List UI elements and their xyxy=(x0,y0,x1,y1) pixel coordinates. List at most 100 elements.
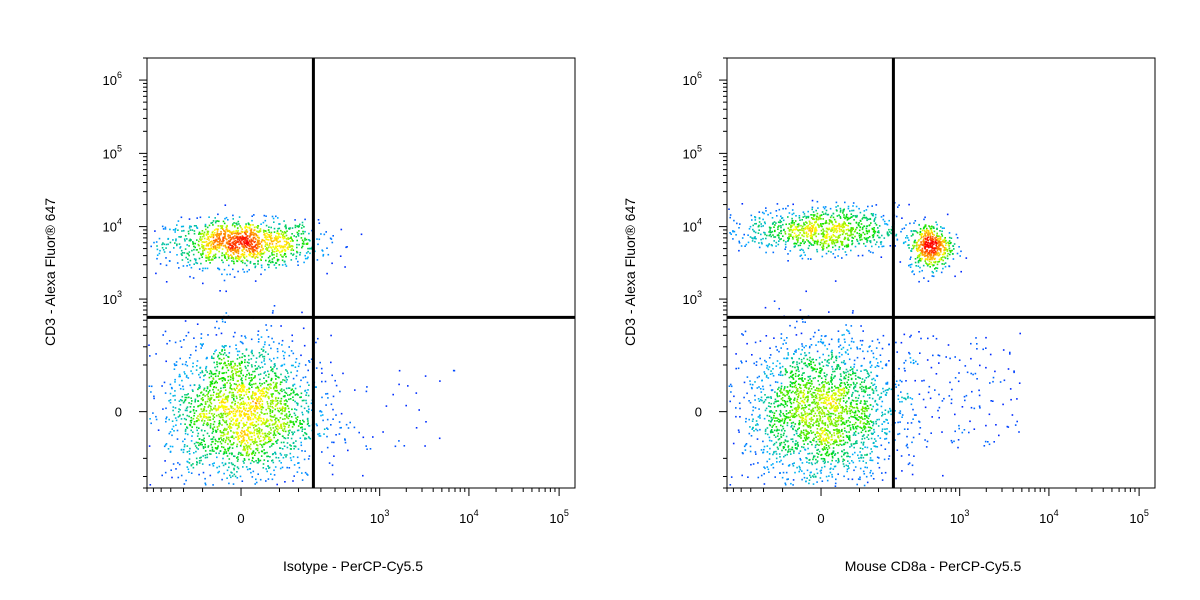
event-dot xyxy=(245,407,248,410)
event-dot xyxy=(225,371,228,374)
event-dot xyxy=(253,409,255,412)
event-dot xyxy=(772,375,775,377)
event-dot xyxy=(229,474,231,477)
event-dot xyxy=(811,369,814,372)
event-dot xyxy=(276,253,278,255)
event-dot xyxy=(860,325,862,327)
event-dot xyxy=(294,366,297,368)
event-dot xyxy=(260,273,262,276)
event-dot xyxy=(281,344,283,346)
event-dot xyxy=(811,475,814,477)
event-dot xyxy=(248,453,250,456)
event-dot xyxy=(808,452,811,455)
event-dot xyxy=(924,406,927,409)
event-dot xyxy=(252,450,255,452)
event-dot xyxy=(845,351,847,354)
event-dot xyxy=(216,456,218,459)
event-dot xyxy=(344,439,346,441)
event-dot xyxy=(244,335,246,338)
event-dot xyxy=(275,385,278,388)
event-dot xyxy=(210,382,213,384)
event-dot xyxy=(206,432,209,435)
event-dot xyxy=(189,406,192,408)
event-dot xyxy=(250,242,253,245)
event-dot xyxy=(859,447,862,449)
event-dot xyxy=(265,324,267,326)
event-dot xyxy=(776,215,778,217)
event-dot xyxy=(773,337,775,339)
x-tick-label: 105 xyxy=(549,508,568,526)
event-dot xyxy=(950,237,953,239)
event-dot xyxy=(901,416,903,418)
event-dot xyxy=(290,392,292,395)
event-dot xyxy=(176,224,178,226)
event-dot xyxy=(222,228,224,230)
event-dot xyxy=(774,391,776,393)
event-dot xyxy=(874,366,877,368)
event-dot xyxy=(210,247,213,249)
event-dot xyxy=(735,234,737,236)
event-dot xyxy=(268,433,270,436)
event-dot xyxy=(258,253,261,256)
event-dot xyxy=(199,343,202,345)
event-dot xyxy=(172,406,175,408)
event-dot xyxy=(238,356,241,359)
event-dot xyxy=(798,357,800,360)
event-dot xyxy=(175,468,177,470)
event-dot xyxy=(780,370,782,373)
event-dot xyxy=(784,440,787,442)
event-dot xyxy=(188,245,190,247)
event-dot xyxy=(203,440,205,442)
event-dot xyxy=(268,466,271,469)
event-dot xyxy=(237,458,239,461)
event-dot xyxy=(263,437,266,439)
event-dot xyxy=(249,251,251,253)
event-dot xyxy=(206,231,209,234)
event-dot xyxy=(284,391,286,394)
event-dot xyxy=(799,459,802,461)
event-dot xyxy=(320,411,323,413)
event-dot xyxy=(837,255,839,257)
event-dot xyxy=(233,414,235,417)
event-dot xyxy=(907,463,910,466)
event-dot xyxy=(223,398,226,401)
event-dot xyxy=(202,245,205,247)
event-dot xyxy=(164,228,167,230)
event-dot xyxy=(199,385,201,388)
event-dot xyxy=(904,241,907,243)
event-dot xyxy=(301,245,304,248)
event-dot xyxy=(185,418,187,421)
event-dot xyxy=(256,230,258,233)
event-dot xyxy=(909,397,912,399)
event-dot xyxy=(333,455,335,457)
event-dot xyxy=(231,369,234,372)
event-dot xyxy=(201,410,204,413)
event-dot xyxy=(800,254,803,257)
event-dot xyxy=(257,457,260,460)
event-dot xyxy=(306,410,308,412)
event-dot xyxy=(241,384,243,387)
event-dot xyxy=(253,263,255,265)
event-dot xyxy=(301,479,304,481)
event-dot xyxy=(193,225,196,227)
event-dot xyxy=(185,479,187,482)
event-dot xyxy=(741,452,744,454)
event-dot xyxy=(179,357,181,360)
event-dot xyxy=(831,349,833,352)
event-dot xyxy=(768,410,771,413)
event-dot xyxy=(766,460,768,463)
event-dot xyxy=(787,205,789,207)
event-dot xyxy=(319,361,321,364)
event-dot xyxy=(217,213,219,216)
event-dot xyxy=(876,338,879,341)
event-dot xyxy=(185,256,187,259)
event-dot xyxy=(908,454,910,456)
event-dot xyxy=(866,466,868,469)
event-dot xyxy=(926,264,929,267)
event-dot xyxy=(777,448,779,450)
event-dot xyxy=(918,224,920,226)
event-dot xyxy=(775,241,778,244)
event-dot xyxy=(202,394,204,396)
event-dot xyxy=(261,256,263,258)
event-dot xyxy=(278,240,281,243)
